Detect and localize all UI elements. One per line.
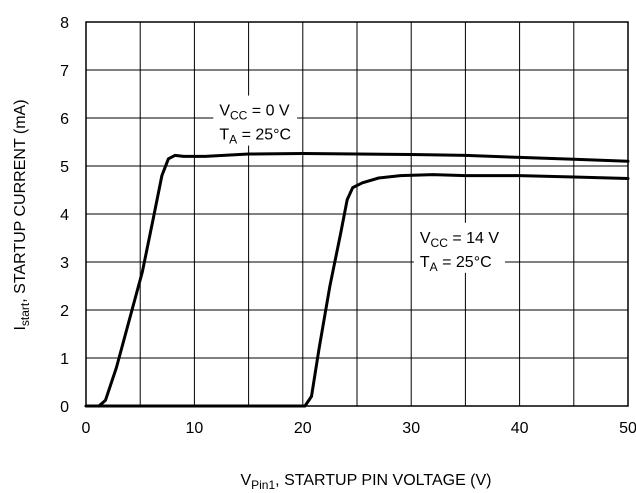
y-axis-label-sub: start xyxy=(18,302,32,326)
annotation-background xyxy=(213,95,298,146)
x-tick-label: 40 xyxy=(511,420,529,437)
annotation-symbol: V xyxy=(420,230,431,247)
annotation-value: = 14 V xyxy=(448,230,499,247)
y-tick-label: 1 xyxy=(60,351,69,368)
x-axis-label-rest: , STARTUP PIN VOLTAGE (V) xyxy=(275,472,491,489)
x-tick-label: 0 xyxy=(82,420,91,437)
series-line-1 xyxy=(97,152,630,408)
annotation-subscript: CC xyxy=(230,109,248,123)
x-tick-label: 10 xyxy=(186,420,204,437)
y-tick-labels: 0 1 2 3 4 5 6 7 8 xyxy=(60,15,69,416)
annotation-line-1: VCC = 0 V xyxy=(219,103,290,123)
y-tick-label: 7 xyxy=(60,63,69,80)
y-axis-label-main: I xyxy=(12,326,29,330)
y-tick-label: 5 xyxy=(60,159,69,176)
y-tick-label: 8 xyxy=(60,15,69,32)
annotation-line-2: TA = 25°C xyxy=(219,127,291,147)
annotation-line-2: TA = 25°C xyxy=(420,254,492,274)
annotation-symbol: V xyxy=(219,103,230,120)
grid-lines xyxy=(86,22,628,406)
x-axis-label-main: V xyxy=(240,472,251,489)
y-tick-label: 6 xyxy=(60,111,69,128)
y-tick-label: 2 xyxy=(60,303,69,320)
annotation-symbol: T xyxy=(420,254,430,271)
annotation-subscript: A xyxy=(430,260,438,274)
x-tick-labels: 0 10 20 30 40 50 xyxy=(82,420,636,437)
series-line-2 xyxy=(84,173,630,408)
x-axis-label: VPin1, STARTUP PIN VOLTAGE (V) xyxy=(240,472,491,492)
x-tick-label: 50 xyxy=(619,420,636,437)
x-tick-label: 20 xyxy=(294,420,312,437)
y-axis-label-rest: , STARTUP CURRENT (mA) xyxy=(12,99,29,302)
x-axis-label-sub: Pin1 xyxy=(251,478,275,492)
annotation-value: = 25°C xyxy=(237,127,291,144)
annotation-subscript: CC xyxy=(431,236,449,250)
y-tick-label: 4 xyxy=(60,207,69,224)
annotation-symbol: T xyxy=(219,127,229,144)
annotation-subscript: A xyxy=(229,133,237,147)
annotation-value: = 0 V xyxy=(247,103,290,120)
y-tick-label: 0 xyxy=(60,399,69,416)
curves xyxy=(84,152,630,408)
y-axis-label: Istart, STARTUP CURRENT (mA) xyxy=(12,99,32,330)
annotation-line-1: VCC = 14 V xyxy=(420,230,499,250)
annotation-value: = 25°C xyxy=(438,254,492,271)
plot-frame xyxy=(85,21,629,407)
y-tick-label: 3 xyxy=(60,255,69,272)
annotation-background xyxy=(413,222,506,273)
x-tick-label: 30 xyxy=(402,420,420,437)
